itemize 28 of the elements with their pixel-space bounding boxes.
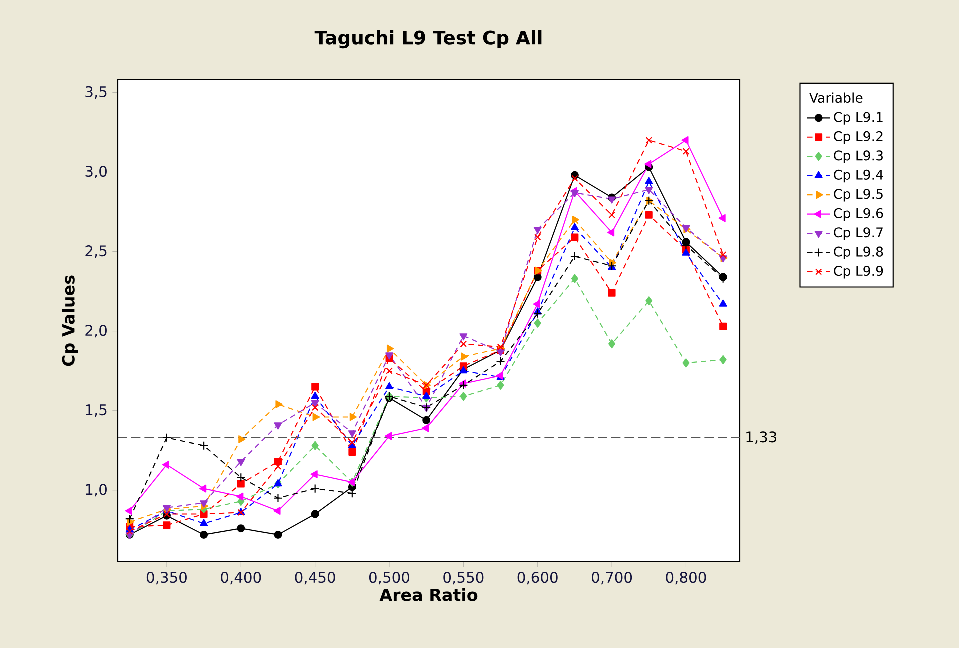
legend-label: Cp L9.6: [834, 208, 884, 222]
x-tick-label: 0,350: [146, 572, 187, 585]
x-tick-label: 0,800: [666, 572, 706, 585]
x-tick-label: 0,700: [592, 572, 632, 585]
chart-title: Taguchi L9 Test Cp All: [314, 30, 542, 49]
y-tick-label: 1,0: [86, 484, 107, 497]
legend-label: Cp L9.9: [834, 266, 884, 279]
legend-label: Cp L9.5: [834, 189, 883, 202]
legend-label: Cp L9.3: [834, 150, 883, 164]
y-axis-title: Cp Values: [62, 276, 78, 366]
y-tick-label: 1,5: [86, 404, 107, 418]
legend-label: Cp L9.4: [834, 170, 884, 183]
y-tick-label: 2,5: [86, 246, 107, 258]
x-tick-label: 0,550: [444, 572, 484, 585]
x-tick-label: 0,400: [221, 572, 262, 585]
legend-label: Cp L9.2: [834, 131, 883, 144]
legend-label: Cp L9.7: [834, 228, 883, 240]
y-tick-label: 3,0: [86, 166, 107, 179]
legend-label: Cp L9.8: [834, 246, 884, 260]
x-tick-label: 0,500: [369, 572, 410, 585]
x-tick-label: 0,450: [295, 572, 336, 585]
x-axis-title: Area Ratio: [380, 588, 478, 602]
ref-line-label: 1,33: [746, 432, 777, 444]
y-tick-label: 2,0: [86, 325, 107, 338]
x-tick-label: 0,600: [518, 572, 558, 585]
legend-label: Cp L9.1: [834, 112, 883, 125]
y-tick-label: 3,5: [86, 86, 107, 99]
legend-title: Variable: [810, 92, 863, 104]
